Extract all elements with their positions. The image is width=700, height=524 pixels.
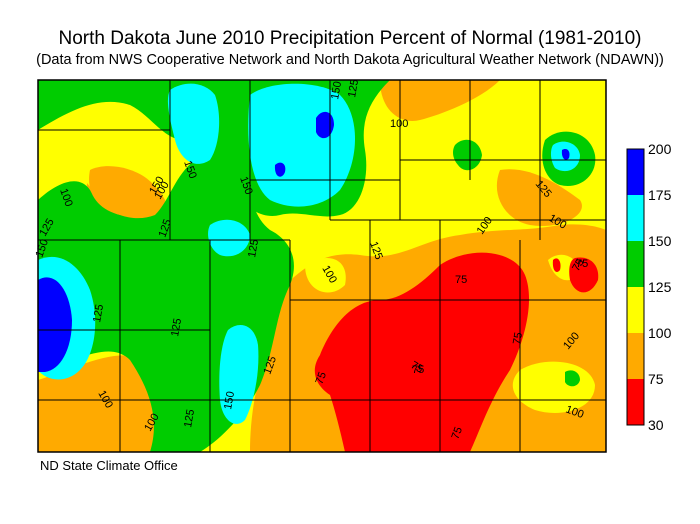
contour-label: 150 bbox=[237, 175, 255, 196]
region-150-175-north-center bbox=[248, 83, 355, 207]
contour-label: 75 bbox=[511, 331, 525, 345]
credit-label: ND State Climate Office bbox=[40, 458, 178, 473]
legend-swatch bbox=[627, 195, 644, 241]
map-title: North Dakota June 2010 Precipitation Per… bbox=[58, 28, 642, 49]
legend-swatch bbox=[627, 241, 644, 287]
region-30-75-east bbox=[569, 257, 599, 293]
legend: 200 175 150 125 100 75 30 bbox=[626, 141, 672, 433]
legend-label: 150 bbox=[648, 233, 672, 249]
contour-label: 75 bbox=[409, 359, 426, 376]
contour-label: 150 bbox=[34, 238, 52, 259]
contour-label: 125 bbox=[262, 355, 280, 376]
region-75-100-northeast bbox=[496, 169, 582, 226]
contour-label: 100 bbox=[564, 404, 585, 422]
region-150-175-north-west bbox=[167, 83, 220, 164]
region-30-75-east-small bbox=[552, 258, 561, 272]
contour-label: 125 bbox=[91, 303, 106, 323]
state-outline bbox=[37, 79, 607, 453]
contour-label: 75 bbox=[455, 274, 467, 286]
contour-label: 75 bbox=[570, 257, 587, 274]
contour-label: 125 bbox=[182, 408, 197, 428]
region-150-175-central bbox=[208, 219, 250, 257]
contour-label: 125 bbox=[367, 240, 385, 261]
contour-label: 150 bbox=[222, 390, 237, 410]
legend-swatch bbox=[627, 149, 644, 195]
contour-label: 100 bbox=[390, 118, 408, 130]
region-175-200-north-small bbox=[274, 162, 286, 177]
region-100-125-center-island bbox=[305, 257, 346, 293]
precip-fill-layer bbox=[38, 80, 606, 452]
legend-label: 200 bbox=[648, 141, 672, 157]
legend-swatch bbox=[627, 333, 644, 379]
legend-frame bbox=[626, 148, 645, 426]
region-75-100-northwest-core bbox=[89, 166, 160, 217]
contour-label: 150 bbox=[329, 80, 344, 100]
contour-label: 150 bbox=[181, 159, 199, 180]
contour-label: 125 bbox=[169, 317, 184, 337]
contour-label: 75 bbox=[450, 425, 465, 441]
region-175-200-west bbox=[38, 277, 72, 372]
contour-label: 100 bbox=[57, 187, 75, 208]
map-subtitle: (Data from NWS Cooperative Network and N… bbox=[36, 52, 664, 68]
contour-label: 125 bbox=[346, 78, 361, 98]
legend-swatch bbox=[627, 287, 644, 333]
county-boundaries bbox=[38, 80, 606, 452]
region-175-200-northeast bbox=[561, 148, 570, 160]
region-30-75-south-central bbox=[314, 252, 530, 452]
contour-label: 75 bbox=[412, 364, 424, 376]
legend-swatch bbox=[627, 379, 644, 425]
contour-label: 75 bbox=[576, 258, 588, 270]
legend-label: 175 bbox=[648, 187, 672, 203]
contour-label: 75 bbox=[314, 370, 329, 386]
contour-label: 125 bbox=[157, 218, 175, 239]
region-125-150-north-small bbox=[453, 139, 482, 171]
region-150-175-south bbox=[219, 325, 259, 424]
contour-label: 125 bbox=[246, 238, 261, 258]
region-125-150-southeast-small bbox=[565, 370, 580, 387]
legend-label: 125 bbox=[648, 279, 672, 295]
legend-label: 75 bbox=[648, 371, 664, 387]
legend-label: 100 bbox=[648, 325, 672, 341]
legend-label: 30 bbox=[648, 417, 664, 433]
